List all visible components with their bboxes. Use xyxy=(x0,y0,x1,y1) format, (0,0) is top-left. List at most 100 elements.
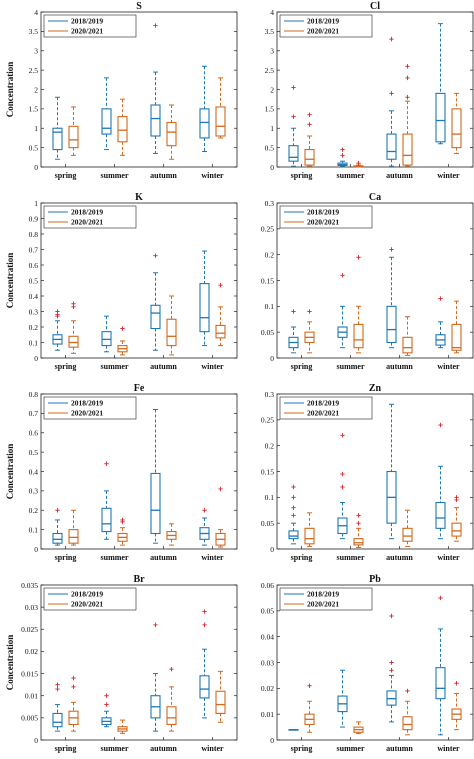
box-summer-2020/2021 xyxy=(117,326,128,356)
y-tick-label: 0 xyxy=(34,736,38,745)
y-tick-label: 1.5 xyxy=(265,105,275,114)
box-autumn-2020/2021 xyxy=(166,523,177,546)
y-tick-label: 0.6 xyxy=(29,261,39,270)
box-autumn-2018/2019 xyxy=(150,622,161,732)
box-autumn-2020/2021 xyxy=(166,295,177,356)
iqr-box xyxy=(402,133,413,166)
outlier-point xyxy=(169,666,174,672)
x-tick-label: summer xyxy=(101,744,129,753)
y-tick-label: 0.3 xyxy=(265,199,275,208)
panel-title: Fe xyxy=(134,383,145,394)
box-autumn-2020/2021 xyxy=(402,316,413,356)
y-tick-label: 0.05 xyxy=(261,519,274,528)
outlier-point xyxy=(291,505,296,510)
outlier-point xyxy=(71,675,76,681)
iqr-box xyxy=(288,530,299,540)
legend-label: 2018/2019 xyxy=(307,208,339,217)
y-tick-label: 0.7 xyxy=(29,409,39,418)
box-summer-2018/2019 xyxy=(337,669,348,728)
box-winter-2018/2019 xyxy=(199,250,210,347)
y-tick-label: 0.5 xyxy=(265,143,275,152)
box-autumn-2020/2021 xyxy=(402,64,413,167)
y-tick-label: 0.2 xyxy=(265,250,275,259)
box-spring-2020/2021 xyxy=(304,512,315,547)
panel-ca: Ca 0 0.05 0.1 0.15 0.2 0.25 0.3 spring summer autu… xyxy=(261,192,474,371)
y-tick-label: 0.1 xyxy=(29,525,39,534)
x-tick-label: winter xyxy=(437,171,460,180)
x-tick-label: autumn xyxy=(386,171,413,180)
y-tick-label: 0.02 xyxy=(261,684,274,693)
outlier-point xyxy=(202,622,207,628)
outlier-point xyxy=(340,153,345,158)
iqr-box xyxy=(435,501,446,529)
box-summer-2020/2021 xyxy=(353,211,364,354)
iqr-box xyxy=(451,108,462,149)
iqr-box xyxy=(150,304,161,330)
outlier-point xyxy=(438,422,443,428)
box-winter-2020/2021 xyxy=(215,282,226,347)
iqr-box xyxy=(199,283,210,333)
panel-title: Pb xyxy=(369,574,381,585)
outlier-point xyxy=(340,471,345,477)
outlier-point xyxy=(55,508,60,513)
y-tick-label: 1 xyxy=(270,124,274,133)
x-tick-label: autumn xyxy=(150,362,177,371)
outlier-point xyxy=(55,309,60,314)
y-tick-label: 2.5 xyxy=(29,66,39,75)
y-tick-label: 0.2 xyxy=(29,323,39,332)
legend-label: 2018/2019 xyxy=(307,17,339,26)
box-spring-2020/2021 xyxy=(68,301,79,354)
box-autumn-2020/2021 xyxy=(402,509,413,547)
legend-label: 2020/2021 xyxy=(307,218,339,227)
y-tick-label: 0.25 xyxy=(261,225,274,234)
legend-label: 2020/2021 xyxy=(307,409,339,418)
box-spring-2018/2019 xyxy=(288,85,299,167)
outlier-point xyxy=(218,486,223,492)
iqr-box xyxy=(353,538,364,546)
y-tick-label: 0.03 xyxy=(261,658,274,667)
y-tick-label: 0 xyxy=(270,736,274,745)
box-summer-2018/2019 xyxy=(101,461,112,540)
iqr-box xyxy=(150,104,161,137)
box-spring-2020/2021 xyxy=(304,309,315,354)
x-tick-label: autumn xyxy=(386,744,413,753)
outlier-point xyxy=(307,112,312,117)
outlier-point xyxy=(291,513,296,518)
legend-label: 2020/2021 xyxy=(71,27,103,36)
box-autumn-2018/2019 xyxy=(386,36,397,167)
outlier-point xyxy=(340,484,345,490)
box-winter-2020/2021 xyxy=(215,670,226,723)
y-tick-label: 0.1 xyxy=(29,338,39,347)
x-tick-label: spring xyxy=(291,744,313,753)
outlier-point xyxy=(55,682,60,687)
outlier-point xyxy=(356,255,361,260)
box-autumn-2018/2019 xyxy=(386,247,397,349)
box-autumn-2018/2019 xyxy=(150,23,161,154)
box-spring-2018/2019 xyxy=(52,508,63,546)
legend-label: 2020/2021 xyxy=(71,600,103,609)
outlier-point xyxy=(120,326,125,331)
iqr-box xyxy=(199,675,210,699)
iqr-box xyxy=(199,108,210,139)
y-tick-label: 0.6 xyxy=(29,429,39,438)
box-spring-2020/2021 xyxy=(68,675,79,732)
box-autumn-2018/2019 xyxy=(150,253,161,351)
box-spring-2018/2019 xyxy=(52,682,63,732)
x-tick-label: autumn xyxy=(150,171,177,180)
outlier-point xyxy=(356,513,361,518)
x-tick-label: winter xyxy=(201,362,224,371)
panel-title: Zn xyxy=(369,383,382,394)
outlier-point xyxy=(153,253,158,258)
iqr-box xyxy=(435,667,446,700)
x-tick-label: winter xyxy=(201,171,224,180)
box-winter-2018/2019 xyxy=(435,296,446,349)
panel-k: K 0 0.1 0.2 0.3 0.4 0.5 0.6 0.7 0.8 0.9 1 Concentrat… xyxy=(5,192,238,371)
outlier-point xyxy=(340,147,345,152)
y-tick-label: 2.5 xyxy=(265,66,275,75)
legend-label: 2020/2021 xyxy=(71,218,103,227)
outlier-point xyxy=(356,160,361,166)
box-summer-2020/2021 xyxy=(117,719,128,734)
box-winter-2020/2021 xyxy=(215,486,226,548)
x-tick-label: autumn xyxy=(386,553,413,562)
